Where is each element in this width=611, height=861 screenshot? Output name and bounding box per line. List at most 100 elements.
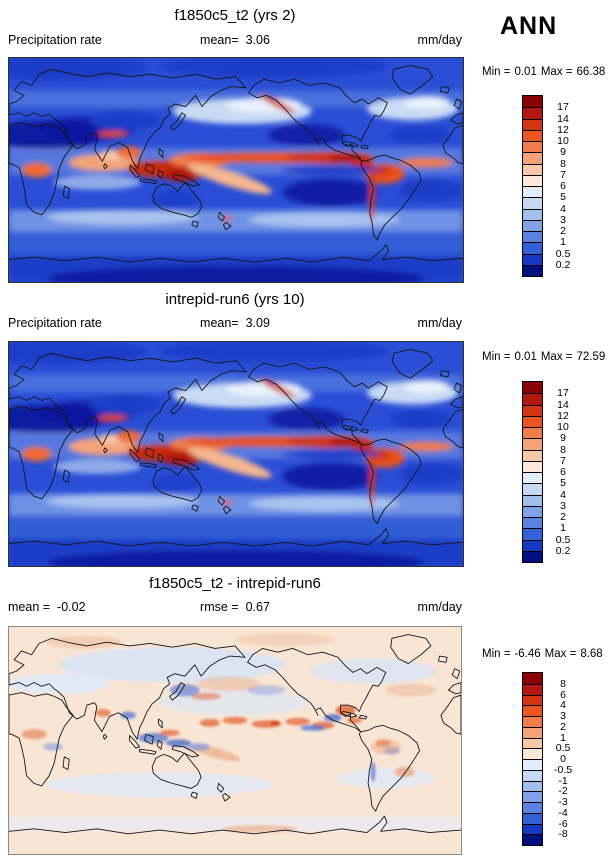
panel3-minmax: Min = -6.46 Max = 8.68 bbox=[482, 648, 603, 660]
colorbar-cell bbox=[523, 505, 542, 517]
colorbar-cell bbox=[523, 219, 542, 231]
colorbar-tick-label: -4 bbox=[558, 806, 568, 819]
colorbar-cell bbox=[523, 186, 542, 198]
panel3-colorbar: 8 6 4 3 2 1 0.5 0 -0.5 -1 -2 -3 -4 -6 -8 bbox=[522, 672, 572, 846]
colorbar-tick-label: -0.5 bbox=[553, 763, 573, 776]
colorbar-tick-label: 2 bbox=[560, 225, 566, 237]
colorbar-cell bbox=[523, 427, 542, 439]
colorbar-tick-label: 8 bbox=[560, 157, 566, 170]
colorbar-tick-label: 1 bbox=[560, 236, 566, 249]
colorbar-tick-label: 10 bbox=[557, 135, 569, 147]
colorbar-cell bbox=[523, 494, 542, 506]
panel2-title: intrepid-run6 (yrs 10) bbox=[165, 291, 305, 308]
map-case2-precip bbox=[8, 341, 464, 567]
colorbar-tick-label: 8 bbox=[560, 443, 566, 456]
colorbar-tick-label: 7 bbox=[560, 168, 566, 181]
season-label: ANN bbox=[500, 12, 558, 40]
colorbar-cell bbox=[523, 517, 542, 529]
panel2-minmax: Min = 0.01 Max = 72.59 bbox=[482, 351, 606, 363]
colorbar-cell bbox=[523, 174, 542, 186]
colorbar-cell bbox=[523, 780, 542, 792]
colorbar-tick-label: 8 bbox=[560, 677, 566, 690]
colorbar-cell bbox=[523, 415, 542, 427]
colorbar-tick-label: 2 bbox=[560, 720, 566, 733]
colorbar-cell bbox=[523, 472, 542, 484]
colorbar-tick-label: 12 bbox=[557, 409, 569, 422]
colorbar-cell bbox=[523, 141, 542, 153]
colorbar-cell bbox=[523, 748, 542, 759]
colorbar-tick-label: 0.5 bbox=[555, 247, 571, 260]
colorbar-tick-label: 17 bbox=[557, 387, 569, 400]
colorbar-cell bbox=[523, 528, 542, 540]
colorbar-cell bbox=[523, 152, 542, 164]
panel2-variable-label: Precipitation rate bbox=[8, 316, 102, 330]
colorbar-tick-label: 12 bbox=[557, 123, 569, 136]
colorbar-tick-label: 7 bbox=[560, 454, 566, 467]
colorbar-cell bbox=[523, 96, 542, 108]
colorbar-cell bbox=[523, 694, 542, 706]
panel1-title: f1850c5_t2 (yrs 2) bbox=[174, 7, 296, 24]
colorbar-tick-label: 5 bbox=[560, 191, 566, 204]
colorbar-tick-label: 5 bbox=[560, 477, 566, 490]
colorbar-tick-label: 1 bbox=[560, 522, 566, 535]
panel1-minmax: Min = 0.01 Max = 66.38 bbox=[482, 66, 606, 78]
colorbar-cell bbox=[523, 802, 542, 813]
colorbar-tick-label: 0.2 bbox=[555, 258, 571, 271]
colorbar-cell bbox=[523, 460, 542, 472]
colorbar-cell bbox=[523, 382, 542, 394]
colorbar-cell bbox=[523, 107, 542, 119]
colorbar-tick-label: 9 bbox=[560, 146, 566, 159]
panel3-stats-row: mean = -0.02 rmse = 0.67 mm/day bbox=[8, 600, 462, 614]
colorbar-cell bbox=[523, 737, 542, 749]
colorbar-cell bbox=[523, 759, 542, 770]
colorbar-cell bbox=[523, 550, 542, 562]
colorbar-tick-label: 14 bbox=[557, 112, 569, 125]
colorbar-tick-label: 2 bbox=[560, 511, 566, 523]
colorbar-cell bbox=[523, 823, 542, 835]
panel1-mean: mean= 3.06 bbox=[200, 33, 270, 47]
colorbar-tick-label: 0 bbox=[560, 753, 566, 765]
colorbar-cell bbox=[523, 834, 542, 845]
map-case1-precip bbox=[8, 57, 464, 283]
colorbar-cell bbox=[523, 118, 542, 130]
colorbar-cell bbox=[523, 253, 542, 265]
colorbar-tick-label: 3 bbox=[560, 499, 566, 512]
colorbar-tick-label: 3 bbox=[560, 710, 566, 722]
colorbar-tick-label: 17 bbox=[557, 101, 569, 114]
colorbar-cell bbox=[523, 242, 542, 254]
colorbar-tick-label: 9 bbox=[560, 432, 566, 445]
panel2-colorbar: 17 14 12 10 9 8 7 6 5 4 3 2 1 0.5 0.2 bbox=[522, 381, 570, 563]
colorbar-cell bbox=[523, 393, 542, 405]
colorbar-tick-label: 0.5 bbox=[555, 742, 571, 755]
colorbar-tick-label: -2 bbox=[558, 785, 568, 798]
colorbar-tick-label: -1 bbox=[558, 774, 568, 787]
colorbar-tick-label: 0.2 bbox=[555, 544, 571, 557]
colorbar-cell bbox=[523, 683, 542, 695]
colorbar-tick-label: -3 bbox=[558, 796, 568, 808]
colorbar-cell bbox=[523, 791, 542, 802]
colorbar-cell bbox=[523, 726, 542, 738]
colorbar-cell bbox=[523, 449, 542, 461]
panel3-rmse: rmse = 0.67 bbox=[200, 600, 270, 614]
panel3-units: mm/day bbox=[417, 600, 462, 614]
colorbar-cell bbox=[523, 264, 542, 276]
colorbar-cell bbox=[523, 705, 542, 716]
colorbar-cell bbox=[523, 483, 542, 495]
colorbar-tick-label: -6 bbox=[558, 817, 568, 830]
colorbar-tick-label: -8 bbox=[558, 828, 568, 841]
colorbar-tick-label: 0.5 bbox=[555, 533, 571, 546]
colorbar-cell bbox=[523, 673, 542, 684]
panel1-variable-label: Precipitation rate bbox=[8, 33, 102, 47]
colorbar-cell bbox=[523, 539, 542, 551]
colorbar-cell bbox=[523, 716, 542, 727]
colorbar-tick-label: 1 bbox=[560, 731, 566, 744]
panel3-mean: mean = -0.02 bbox=[8, 600, 86, 614]
panel2-mean: mean= 3.09 bbox=[200, 316, 270, 330]
colorbar-tick-label: 6 bbox=[560, 688, 566, 701]
colorbar-tick-label: 6 bbox=[560, 180, 566, 192]
colorbar-cell bbox=[523, 812, 542, 824]
colorbar-cell bbox=[523, 404, 542, 416]
colorbar-cell bbox=[523, 163, 542, 175]
colorbar-cell bbox=[523, 197, 542, 209]
